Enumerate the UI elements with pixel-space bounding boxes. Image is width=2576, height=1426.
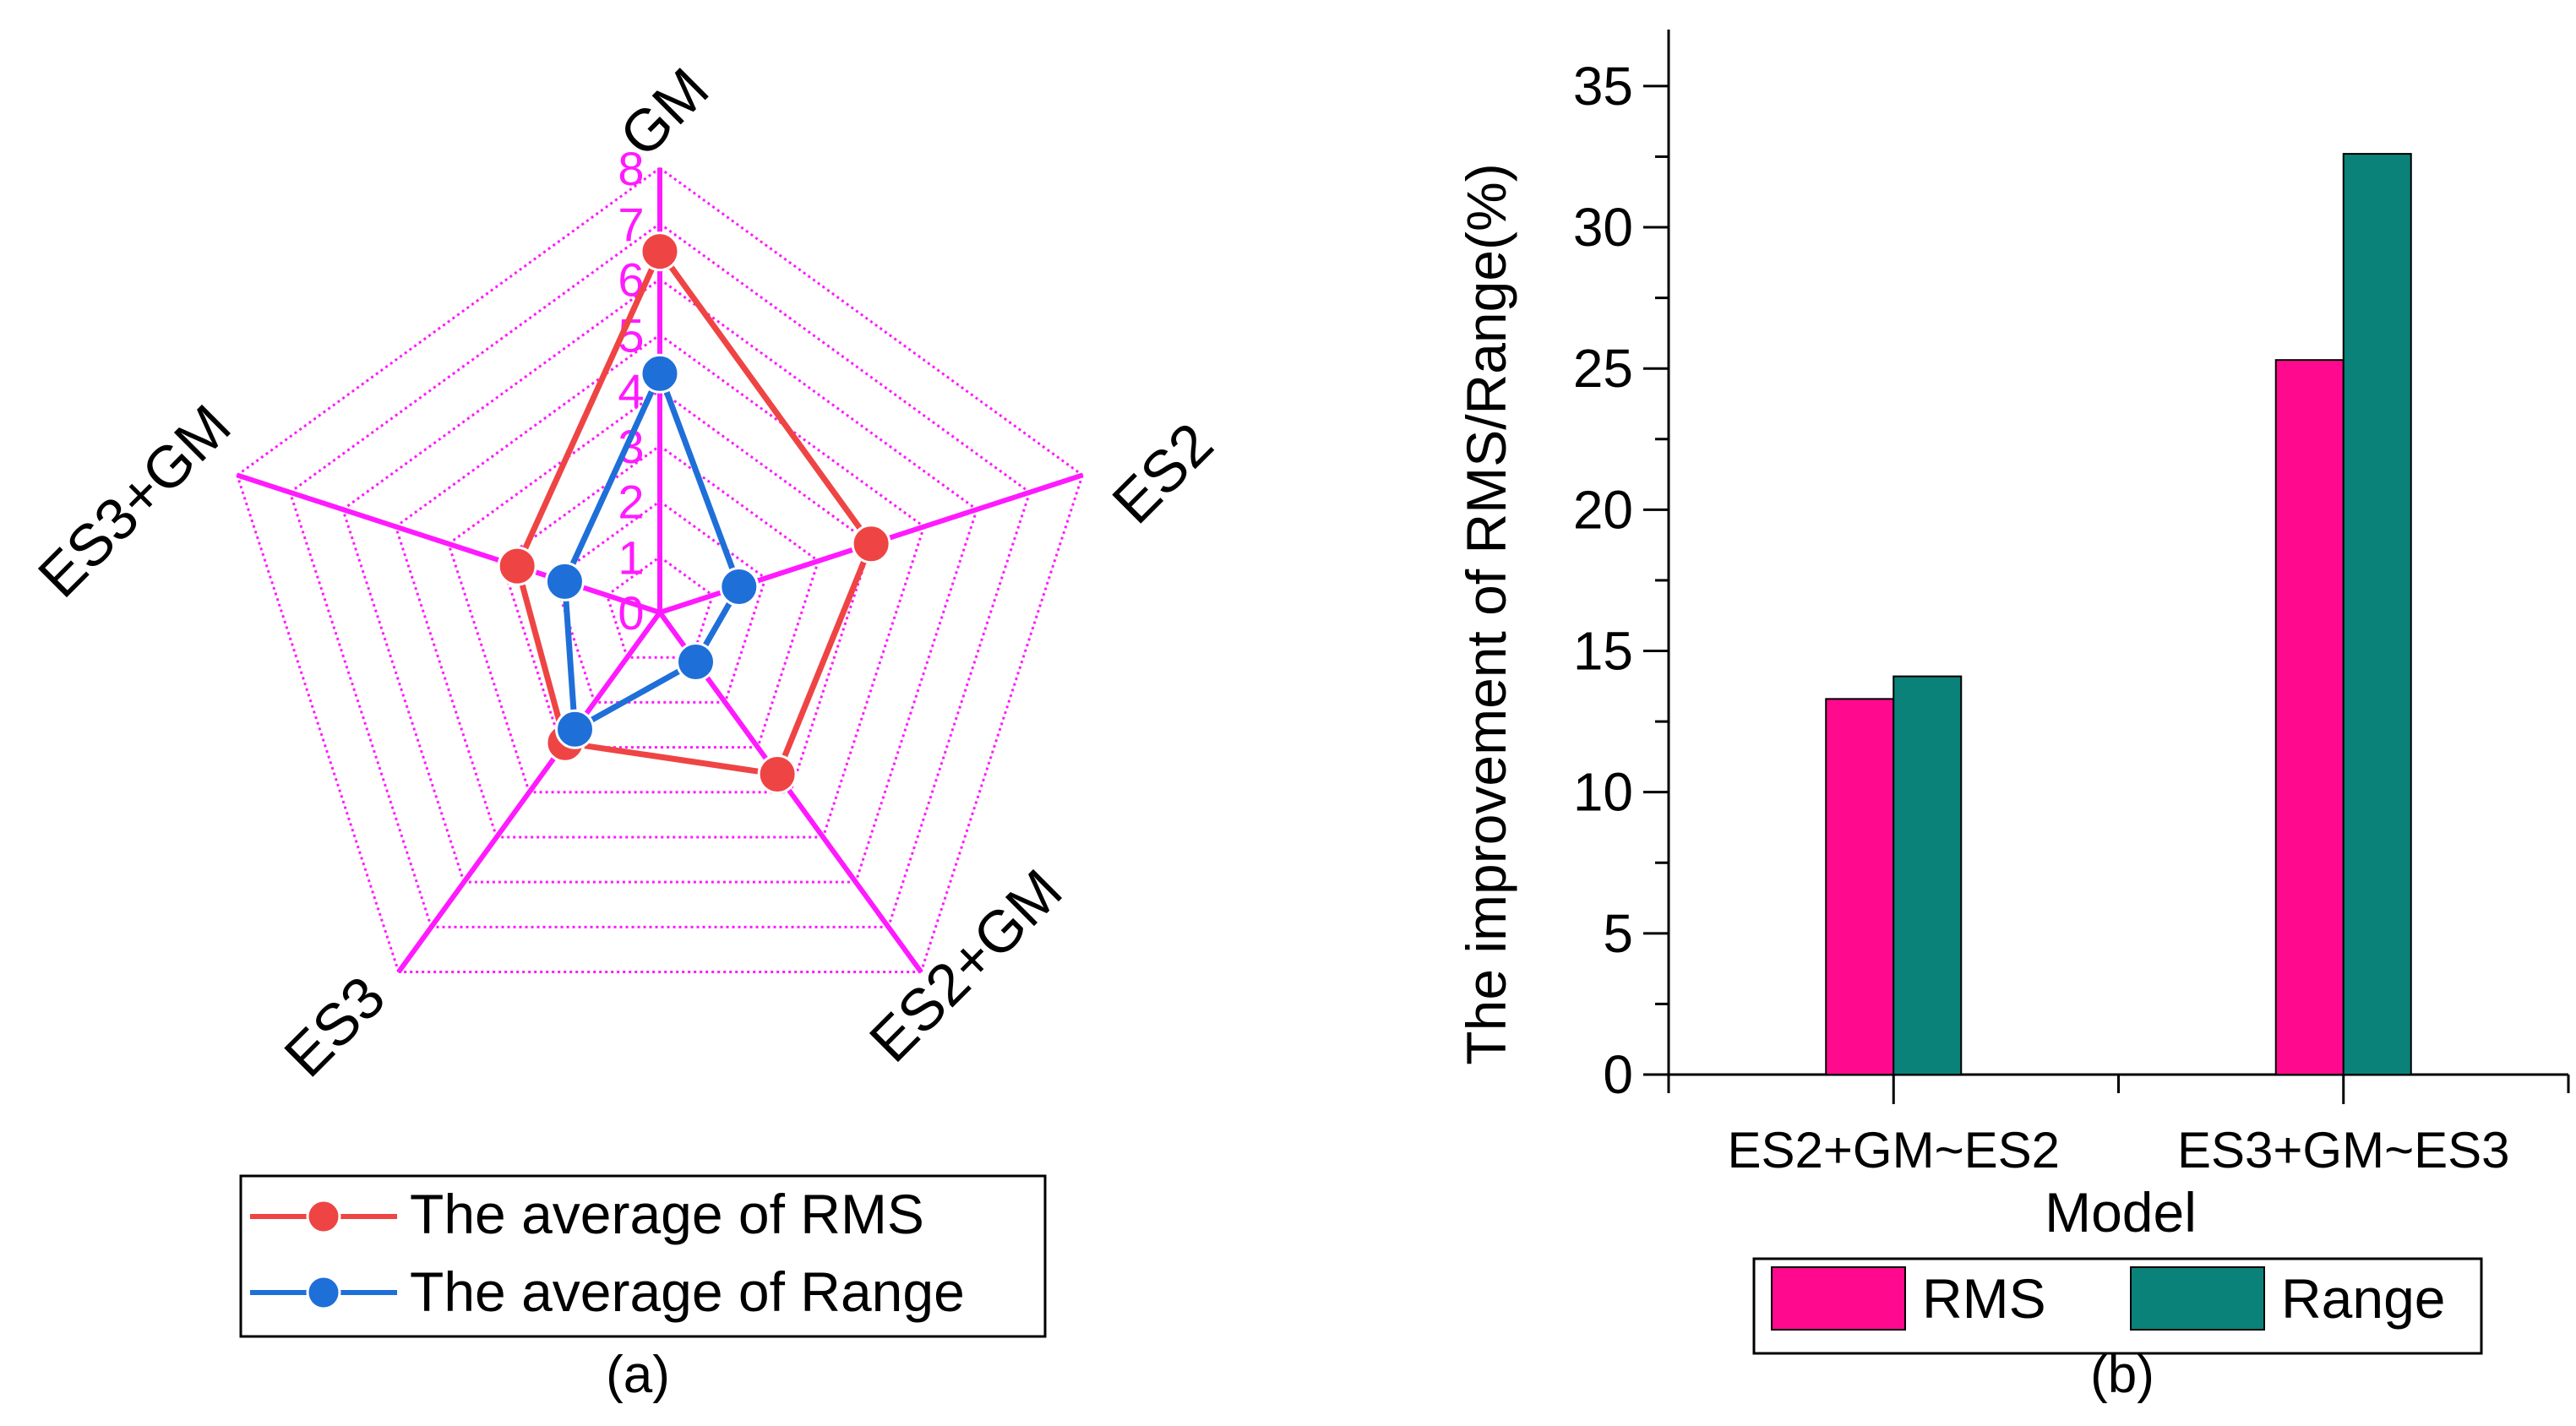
radar-point-the-average-of-rms-es3-gm <box>497 546 537 586</box>
radar-tick-label: 4 <box>618 364 644 417</box>
y-tick-label: 10 <box>1573 762 1633 823</box>
x-tick-label-es3-gm-es3: ES3+GM~ES3 <box>2177 1122 2510 1178</box>
radar-tick-label: 2 <box>618 476 644 529</box>
radar-tick-label: 7 <box>618 198 644 251</box>
radar-grid-ring-6 <box>341 509 466 883</box>
radar-point-the-average-of-range-es3-gm <box>544 561 585 601</box>
radar-axis-es3-gm <box>236 472 661 615</box>
radar-axis-label-es2: ES2 <box>1100 411 1226 536</box>
radar-grid-ring-4 <box>447 389 661 545</box>
radar-grid-ring-6 <box>659 278 978 511</box>
radar-point-the-average-of-rms-es2 <box>851 524 891 564</box>
radar-grid-ring-4 <box>789 543 873 793</box>
radar-grid-ring-8 <box>236 474 400 973</box>
y-tick-label: 5 <box>1603 903 1633 964</box>
radar-axis-label-es3: ES3 <box>272 964 398 1090</box>
radar-axis-es3 <box>396 611 662 974</box>
panel-a-label: (a) <box>606 1346 670 1404</box>
radar-point-the-average-of-range-gm <box>640 353 680 394</box>
radar-point-the-average-of-range-es2 <box>719 567 760 607</box>
bar-range-es3-gm-es3 <box>2342 153 2412 1076</box>
radar-point-the-average-of-rms-gm <box>640 231 680 272</box>
radar-grid-ring-4 <box>447 543 531 793</box>
radar-grid-ring-5 <box>395 334 661 528</box>
rms-legend-marker <box>306 1199 341 1234</box>
bar-rms-es2-gm-es2 <box>1825 698 1895 1075</box>
bar-legend: RMS Range <box>1752 1257 2483 1355</box>
radar-grid-ring-3 <box>756 560 820 748</box>
y-tick-label: 20 <box>1573 479 1633 540</box>
radar-grid-ring-7 <box>659 222 1031 493</box>
range-bar-legend-label: Range <box>2281 1267 2446 1330</box>
y-tick-label: 0 <box>1603 1044 1633 1105</box>
rms-legend-swatch <box>1771 1266 1906 1331</box>
radar-tick-label: 0 <box>618 586 644 640</box>
panel-b-label: (b) <box>2090 1346 2154 1404</box>
y-tick-label: 35 <box>1573 56 1633 117</box>
radar-grid-ring-1 <box>606 595 629 658</box>
radar-tick-label: 8 <box>618 142 644 195</box>
radar-series-line-the-average-of-range <box>561 370 743 732</box>
radar-grid-ring-3 <box>659 444 820 563</box>
radar-point-the-average-of-rms-es2-gm <box>757 754 798 794</box>
radar-grid-ring-6 <box>854 509 978 883</box>
radar-legend-box <box>239 1174 1047 1338</box>
range-legend-label: The average of Range <box>410 1260 965 1323</box>
y-tick-label: 15 <box>1573 621 1633 682</box>
rms-bar-legend-label: RMS <box>1922 1267 2046 1330</box>
radar-series-line-the-average-of-rms <box>514 248 874 777</box>
radar-tick-label: 3 <box>618 420 644 473</box>
range-legend-swatch <box>2130 1266 2265 1331</box>
rms-legend-label: The average of RMS <box>410 1183 924 1245</box>
radar-grid-ring-5 <box>821 525 926 838</box>
radar-grid-ring-4 <box>659 389 873 545</box>
radar-grid-ring-2 <box>659 500 766 580</box>
radar-point-the-average-of-range-es2-gm <box>676 642 716 683</box>
radar-grid-ring-5 <box>659 334 925 528</box>
bar-chart: 0 5 10 15 20 25 30 35 ES2+GM~ES2 ES3+GM~ES3 <box>1573 30 2570 1178</box>
radar-grid-ring-7 <box>288 492 433 928</box>
bar-range-es2-gm-es2 <box>1893 675 1963 1076</box>
y-tick-label: 30 <box>1573 197 1633 258</box>
radar-axis-label-es2-gm: ES2+GM <box>857 857 1074 1074</box>
radar-axis-label-es3-gm: ES3+GM <box>25 392 242 609</box>
bar-rms-es3-gm-es3 <box>2274 359 2345 1075</box>
radar-point-the-average-of-range-es3 <box>555 709 596 749</box>
radar-grid-ring-2 <box>553 500 661 580</box>
radar-grid-ring-2 <box>723 577 767 703</box>
x-axis-title: Model <box>2045 1181 2197 1244</box>
radar-legend: The average of RMS The average of Range <box>239 1174 1047 1338</box>
radar-grid-ring-8 <box>659 166 1084 476</box>
range-legend-marker <box>306 1275 341 1310</box>
radar-grid-ring-8 <box>919 474 1084 973</box>
radar-grid-ring-6 <box>341 278 661 511</box>
radar-grid-ring-8 <box>236 166 661 476</box>
y-tick-label: 25 <box>1573 338 1633 399</box>
y-axis-title: The improvement of RMS/Range(%) <box>1455 163 1517 1064</box>
radar-grid-ring-1 <box>659 556 714 596</box>
radar-grid-ring-7 <box>289 222 661 493</box>
radar-tick-label: 1 <box>618 531 644 584</box>
radar-grid-ring-1 <box>606 556 661 596</box>
radar-grid-ring-5 <box>394 525 498 838</box>
radar-grid-ring-7 <box>887 492 1032 928</box>
x-tick-label-es2-gm-es2: ES2+GM~ES2 <box>1727 1122 2060 1178</box>
